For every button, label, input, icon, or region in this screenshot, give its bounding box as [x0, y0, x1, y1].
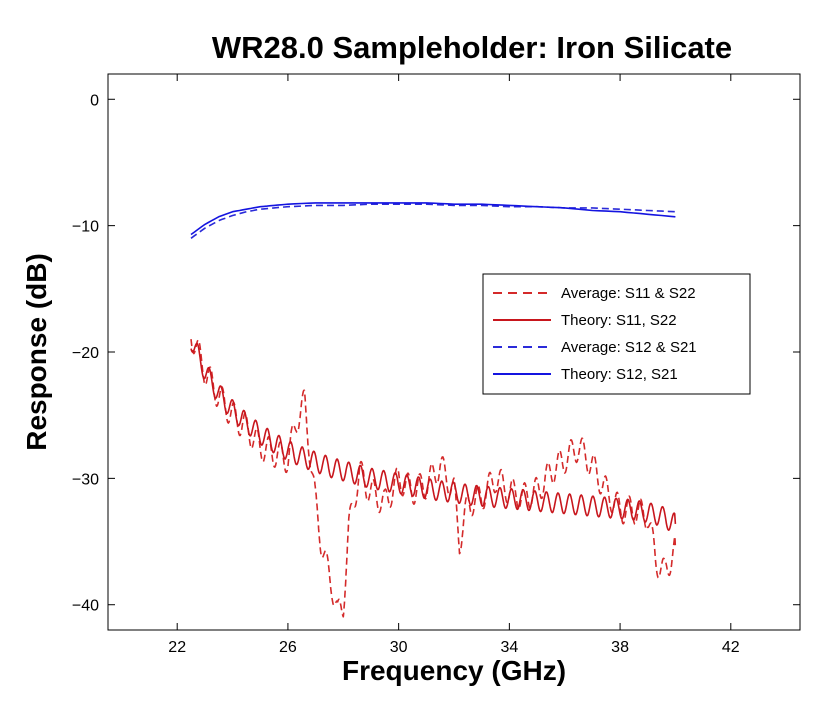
x-tick-label-5: 42	[722, 639, 740, 656]
x-tick-label-3: 34	[500, 639, 518, 656]
x-tick-label-0: 22	[168, 639, 186, 656]
x-tick-label-1: 26	[279, 639, 297, 656]
legend: Average: S11 & S22 Theory: S11, S22 Averag…	[482, 273, 751, 395]
y-tick-label-2: −20	[72, 345, 99, 362]
y-tick-label-4: −40	[72, 598, 99, 615]
y-tick-label-3: −30	[72, 471, 99, 488]
x-tick-label-4: 38	[611, 639, 629, 656]
y-tick-label-0: 0	[90, 92, 99, 109]
series-line-2	[190, 203, 676, 239]
x-tick-labels: 22 26 30 34 38 42	[168, 639, 739, 656]
legend-label-1: Theory: S11, S22	[561, 312, 677, 329]
axis-ticks	[108, 74, 800, 630]
series-line-1	[190, 342, 677, 532]
series-line-3	[190, 202, 676, 236]
series-group	[190, 202, 677, 618]
x-axis-label: Frequency (GHz)	[342, 655, 566, 686]
series-line-0	[190, 339, 677, 618]
y-axis-label: Response (dB)	[21, 253, 52, 451]
y-tick-label-1: −10	[72, 219, 99, 236]
legend-label-3: Theory: S12, S21	[561, 366, 678, 383]
legend-label-0: Average: S11 & S22	[561, 285, 696, 302]
x-tick-label-2: 30	[390, 639, 408, 656]
y-tick-labels: 0 −10 −20 −30 −40	[72, 92, 99, 614]
chart-title: WR28.0 Sampleholder: Iron Silicate	[212, 30, 732, 65]
legend-label-2: Average: S12 & S21	[561, 339, 697, 356]
